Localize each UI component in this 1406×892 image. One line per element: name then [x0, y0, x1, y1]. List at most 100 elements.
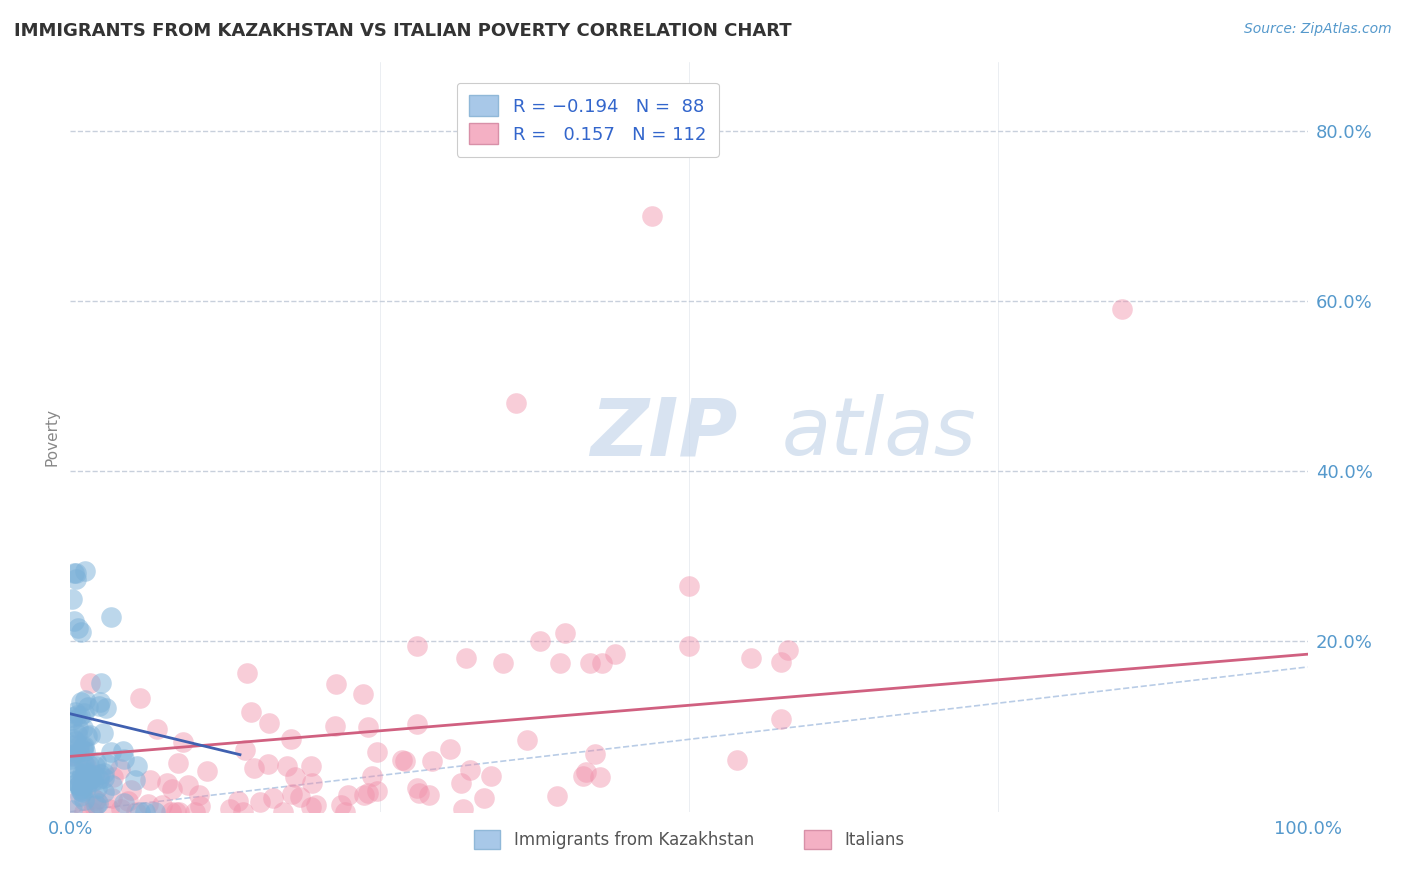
Point	[770, 655, 793, 669]
Point	[361, 769, 384, 783]
Point	[479, 769, 502, 783]
Point	[187, 788, 209, 802]
Legend: Immigrants from Kazakhstan, Italians: Immigrants from Kazakhstan, Italians	[467, 823, 911, 855]
Point	[325, 677, 347, 691]
Point	[82, 805, 104, 819]
Point	[82, 773, 104, 788]
Point	[77, 757, 100, 772]
Point	[76, 776, 98, 790]
Point	[554, 626, 576, 640]
Point	[128, 805, 150, 819]
Point	[183, 805, 205, 819]
Point	[84, 793, 107, 807]
Point	[79, 676, 101, 690]
Point	[62, 713, 84, 727]
Point	[63, 706, 86, 720]
Point	[80, 772, 103, 786]
Point	[69, 695, 91, 709]
Point	[76, 729, 98, 743]
Point	[63, 614, 86, 628]
Point	[76, 700, 98, 714]
Point	[72, 721, 94, 735]
Point	[329, 797, 352, 812]
Y-axis label: Poverty: Poverty	[44, 408, 59, 467]
Point	[603, 647, 626, 661]
Point	[405, 639, 427, 653]
Point	[579, 656, 602, 670]
Point	[87, 797, 110, 811]
Point	[67, 739, 90, 753]
Point	[73, 805, 96, 819]
Text: Source: ZipAtlas.com: Source: ZipAtlas.com	[1244, 22, 1392, 37]
Point	[117, 793, 139, 807]
Point	[90, 675, 112, 690]
Point	[589, 770, 612, 784]
Point	[73, 706, 96, 720]
Point	[103, 770, 125, 784]
Point	[69, 709, 91, 723]
Point	[76, 769, 98, 783]
Point	[236, 665, 259, 680]
Point	[59, 752, 82, 766]
Point	[357, 786, 380, 800]
Point	[66, 721, 89, 735]
Point	[492, 656, 515, 670]
Point	[262, 790, 284, 805]
Point	[67, 745, 90, 759]
Point	[65, 746, 87, 760]
Point	[76, 771, 98, 785]
Point	[418, 788, 440, 802]
Point	[65, 566, 87, 580]
Point	[60, 803, 83, 817]
Point	[188, 799, 211, 814]
Point	[66, 708, 89, 723]
Point	[69, 625, 91, 640]
Point	[110, 802, 132, 816]
Point	[167, 805, 190, 819]
Point	[65, 777, 87, 791]
Point	[394, 754, 416, 768]
Point	[77, 773, 100, 788]
Point	[110, 762, 132, 776]
Point	[391, 754, 413, 768]
Point	[60, 747, 83, 762]
Point	[439, 741, 461, 756]
Point	[228, 794, 250, 808]
Point	[257, 716, 280, 731]
Point	[100, 610, 122, 624]
Point	[357, 720, 380, 734]
Point	[73, 739, 96, 753]
Point	[62, 759, 84, 773]
Point	[301, 776, 323, 790]
Point	[353, 788, 375, 802]
Point	[125, 805, 148, 819]
Point	[145, 722, 167, 736]
Point	[232, 805, 254, 819]
Point	[87, 772, 110, 786]
Point	[776, 643, 799, 657]
Point	[65, 758, 87, 772]
Point	[72, 739, 94, 754]
Point	[195, 764, 218, 779]
Point	[70, 779, 93, 793]
Point	[450, 776, 472, 790]
Point	[408, 786, 430, 800]
Point	[240, 705, 263, 719]
Point	[83, 768, 105, 782]
Point	[73, 693, 96, 707]
Point	[299, 759, 322, 773]
Point	[125, 759, 148, 773]
Point	[219, 802, 242, 816]
Point	[1111, 302, 1133, 317]
Point	[69, 772, 91, 786]
Point	[75, 763, 97, 777]
Point	[69, 781, 91, 796]
Point	[233, 742, 256, 756]
Point	[641, 209, 664, 223]
Point	[62, 592, 84, 607]
Text: ZIP: ZIP	[591, 394, 737, 473]
Point	[165, 805, 187, 819]
Point	[156, 775, 179, 789]
Point	[93, 771, 115, 785]
Point	[678, 639, 700, 653]
